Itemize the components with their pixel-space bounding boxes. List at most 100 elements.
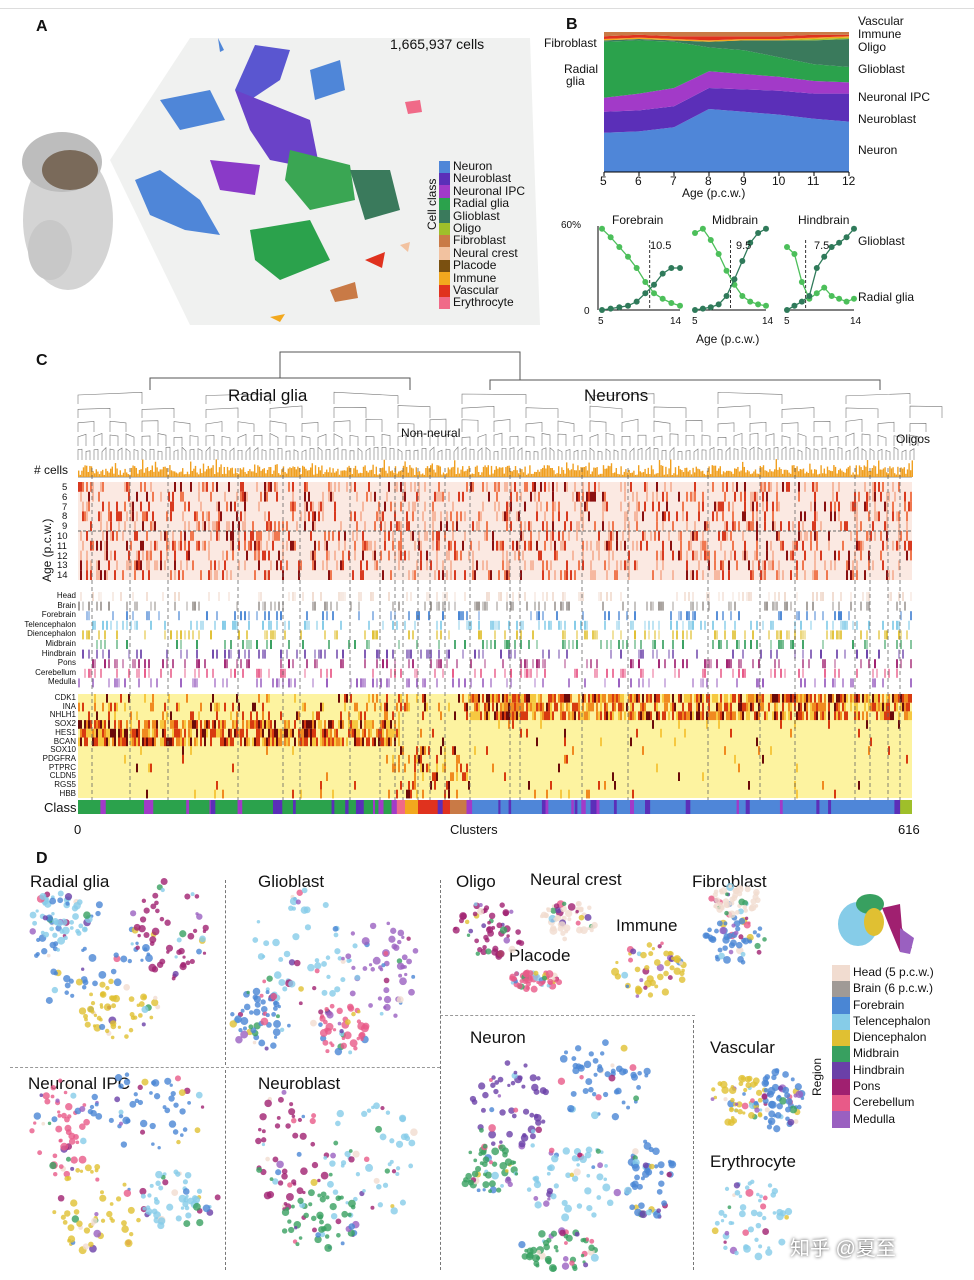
umap-point <box>113 978 122 987</box>
umap-point <box>408 988 415 996</box>
legend-label: Radial glia <box>453 196 510 211</box>
age-cell <box>236 491 238 502</box>
dendro-link <box>125 433 135 446</box>
gene-cell <box>222 737 224 747</box>
cells-bar <box>633 470 635 477</box>
region-cell <box>692 611 694 621</box>
cells-bar <box>871 468 873 477</box>
gene-cell <box>740 702 742 712</box>
age-cell <box>250 531 252 541</box>
gene-cell <box>542 702 544 712</box>
gene-cell <box>820 694 822 703</box>
cells-bar <box>388 466 390 477</box>
age-cell <box>554 501 556 512</box>
age-cell <box>636 491 638 502</box>
age-cell <box>256 482 258 492</box>
age-label: 5 <box>62 482 68 493</box>
cells-bar <box>700 471 702 477</box>
age-cell <box>396 521 398 531</box>
age-cell <box>584 501 586 512</box>
dendro-link <box>781 407 815 418</box>
age-cell <box>268 511 270 522</box>
region-cell <box>876 668 878 678</box>
region-cell <box>246 659 248 669</box>
gene-cell <box>106 728 108 738</box>
age-cell <box>846 521 848 531</box>
cells-bar <box>642 472 645 477</box>
cells-bar <box>630 473 632 477</box>
umap-point <box>611 967 620 976</box>
region-cell <box>268 611 270 621</box>
class-segment <box>508 800 512 814</box>
age-cell <box>356 531 358 541</box>
region-cell <box>114 678 116 688</box>
region-cell <box>438 601 440 611</box>
cells-bar <box>748 471 750 477</box>
cells-bar <box>226 466 229 477</box>
cells-bar <box>844 472 846 477</box>
dendro-link <box>493 419 511 432</box>
gene-cell <box>548 694 550 703</box>
point <box>784 244 790 250</box>
region-cell <box>446 649 448 659</box>
gene-cell <box>734 754 736 764</box>
cells-bar <box>119 470 121 477</box>
cells-bar <box>564 473 566 477</box>
dendro-link <box>621 449 627 460</box>
gene-cell <box>148 720 150 729</box>
cells-bar <box>185 474 187 477</box>
gene-cell <box>592 702 594 712</box>
dendro-link <box>901 449 907 460</box>
cells-bar <box>750 474 752 477</box>
legend-swatch <box>439 210 450 223</box>
age-cell <box>256 540 258 551</box>
age-cell <box>114 570 116 580</box>
gene-cell <box>220 720 222 729</box>
cells-bar <box>866 460 869 477</box>
cells-bar <box>390 471 392 477</box>
region-cell <box>198 668 200 678</box>
gene-cell <box>854 694 856 703</box>
gene-cell <box>332 720 334 729</box>
umap-point <box>270 1042 277 1049</box>
b-left-label-glia: glia <box>566 74 585 88</box>
gene-cell <box>774 702 776 712</box>
class-segment <box>894 800 901 814</box>
age-cell <box>352 570 354 580</box>
gene-cell <box>782 702 784 712</box>
gene-cell <box>728 711 730 721</box>
point <box>642 279 649 285</box>
legend-label: Neuroblast <box>453 171 512 186</box>
cells-bar <box>494 469 496 477</box>
region-cell <box>146 611 148 621</box>
dendro-link <box>141 435 151 446</box>
class-segment <box>144 800 149 814</box>
cells-bar <box>454 460 456 477</box>
dendro-link <box>349 434 359 446</box>
cell-count: 1,665,937 cells <box>390 36 485 52</box>
age-cell <box>104 570 106 580</box>
gene-cell <box>292 746 294 755</box>
age-cell <box>322 491 324 502</box>
age-cell <box>614 570 616 580</box>
gene-cell <box>524 711 526 721</box>
umap-point <box>319 1015 324 1019</box>
age-cell <box>136 491 138 502</box>
region-cell <box>420 649 422 659</box>
age-cell <box>574 482 576 492</box>
cells-bar <box>554 474 557 477</box>
age-cell <box>656 550 658 561</box>
gene-cell <box>590 702 592 712</box>
gene-cell <box>506 711 508 721</box>
gene-cell <box>730 711 732 721</box>
gene-cell <box>104 720 106 729</box>
region-cell <box>312 678 314 688</box>
cells-bar <box>612 473 614 477</box>
age-cell <box>530 521 532 531</box>
cells-bar <box>255 472 257 477</box>
gene-cell <box>788 702 790 712</box>
gene-cell <box>698 702 700 712</box>
age-cell <box>380 521 382 531</box>
dendro-link <box>749 422 767 432</box>
umap-point <box>344 1019 351 1025</box>
